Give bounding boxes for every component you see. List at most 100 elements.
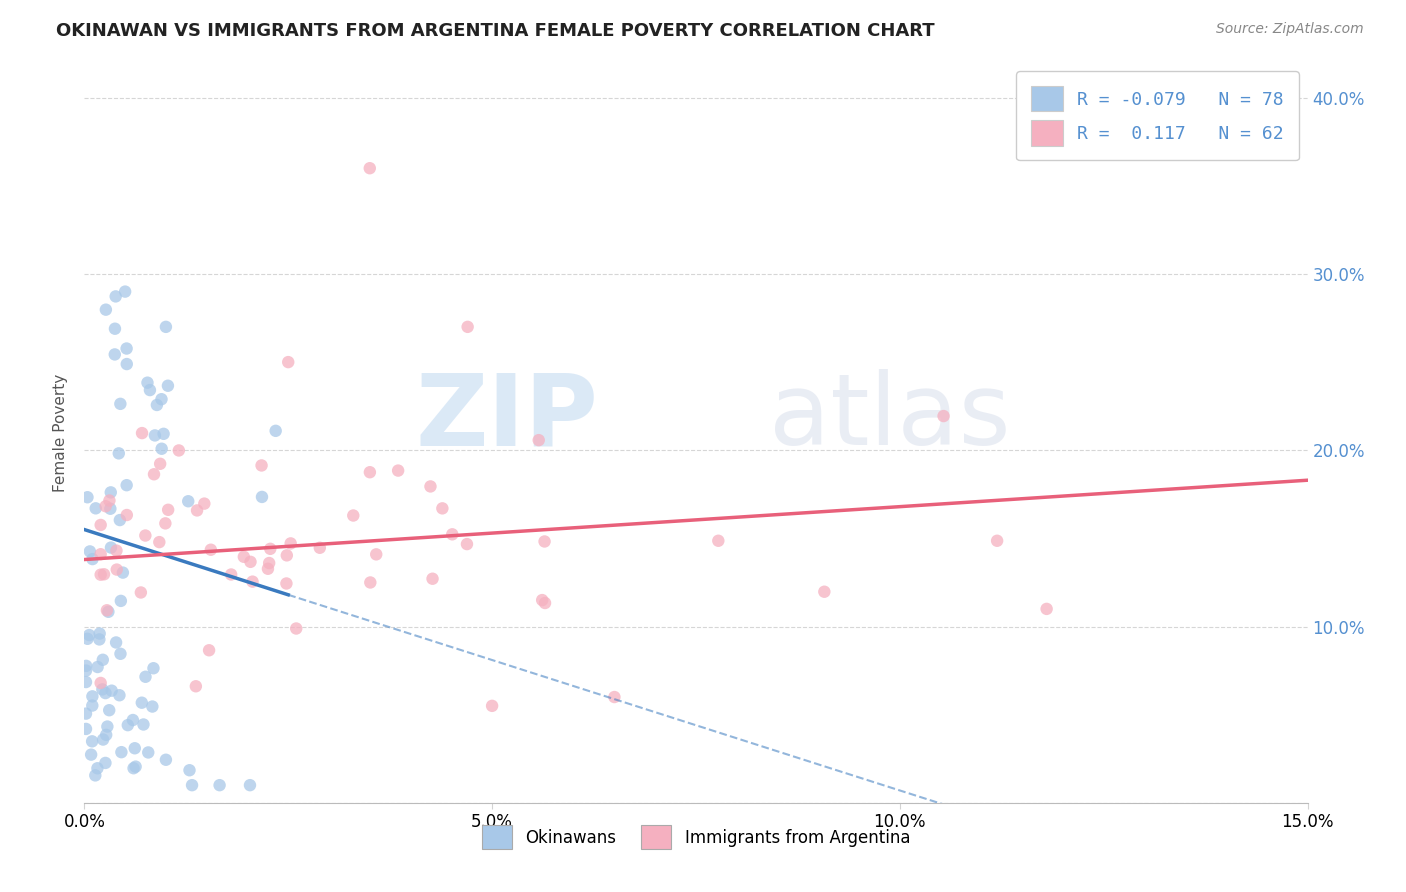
Point (276, 576, 298, 591)
Point (105, 635, 128, 649)
Point (124, 759, 146, 773)
Point (150, 442, 173, 456)
Point (122, 761, 145, 775)
Point (422, 572, 444, 586)
Point (131, 696, 153, 710)
Point (115, 357, 138, 371)
Point (100, 683, 122, 698)
Point (129, 585, 152, 599)
Point (96, 720, 118, 734)
Point (419, 479, 441, 493)
Point (90, 676, 112, 690)
Point (91, 732, 114, 747)
Point (141, 699, 163, 714)
Point (441, 527, 464, 541)
Point (131, 426, 153, 441)
Point (157, 503, 180, 517)
Point (82, 552, 104, 566)
Point (94, 302, 117, 317)
Point (84, 501, 107, 516)
Point (108, 513, 131, 527)
Point (142, 661, 165, 675)
Text: ZIP: ZIP (415, 369, 598, 467)
Point (257, 556, 280, 570)
Point (80, 747, 103, 762)
Point (481, 698, 503, 713)
Point (707, 533, 730, 548)
Text: OKINAWAN VS IMMIGRANTS FROM ARGENTINA FEMALE POVERTY CORRELATION CHART: OKINAWAN VS IMMIGRANTS FROM ARGENTINA FE… (56, 22, 935, 40)
Point (259, 541, 281, 556)
Point (149, 457, 172, 471)
Point (114, 285, 136, 299)
Point (75, 664, 97, 678)
Point (90, 547, 112, 561)
Point (82, 690, 104, 704)
Y-axis label: Female Poverty: Female Poverty (53, 374, 69, 491)
Point (242, 574, 264, 589)
Text: atlas: atlas (769, 369, 1011, 467)
Point (198, 643, 221, 657)
Point (250, 458, 273, 473)
Point (603, 690, 626, 704)
Point (276, 549, 298, 563)
Point (105, 563, 128, 577)
Point (115, 508, 138, 522)
Point (139, 383, 162, 397)
Point (986, 533, 1008, 548)
Point (359, 161, 381, 176)
Point (264, 424, 287, 438)
Point (94, 686, 117, 700)
Point (82, 698, 104, 713)
Point (457, 319, 479, 334)
Point (167, 443, 190, 458)
Point (91, 682, 114, 697)
Point (208, 778, 231, 792)
Point (152, 426, 174, 441)
Point (193, 497, 215, 511)
Point (98, 501, 121, 516)
Point (134, 670, 156, 684)
Point (104, 289, 127, 303)
Point (1035, 602, 1057, 616)
Point (531, 593, 554, 607)
Point (285, 622, 308, 636)
Point (75, 658, 97, 673)
Point (115, 478, 138, 492)
Point (359, 575, 381, 590)
Point (91, 653, 114, 667)
Point (77, 628, 100, 642)
Point (342, 508, 364, 523)
Point (94, 500, 117, 514)
Point (75, 675, 97, 690)
Point (232, 549, 254, 564)
Point (98, 493, 121, 508)
Point (93, 567, 115, 582)
Point (534, 596, 557, 610)
Point (359, 465, 381, 479)
Point (105, 543, 128, 558)
Point (134, 528, 156, 542)
Point (122, 713, 145, 727)
Point (155, 516, 177, 531)
Point (86, 761, 108, 775)
Point (96, 603, 118, 617)
Point (533, 534, 555, 549)
Point (366, 547, 388, 561)
Point (117, 718, 139, 732)
Point (932, 409, 955, 423)
Point (104, 347, 127, 361)
Point (143, 428, 166, 442)
Point (280, 536, 302, 550)
Point (75, 706, 97, 721)
Point (184, 679, 207, 693)
Point (76, 490, 98, 504)
Point (90, 567, 112, 582)
Text: Source: ZipAtlas.com: Source: ZipAtlas.com (1216, 22, 1364, 37)
Point (89, 632, 111, 647)
Legend: Okinawans, Immigrants from Argentina: Okinawans, Immigrants from Argentina (474, 817, 918, 857)
Point (239, 555, 262, 569)
Point (146, 398, 169, 412)
Point (527, 433, 550, 447)
Point (143, 467, 166, 482)
Point (456, 537, 478, 551)
